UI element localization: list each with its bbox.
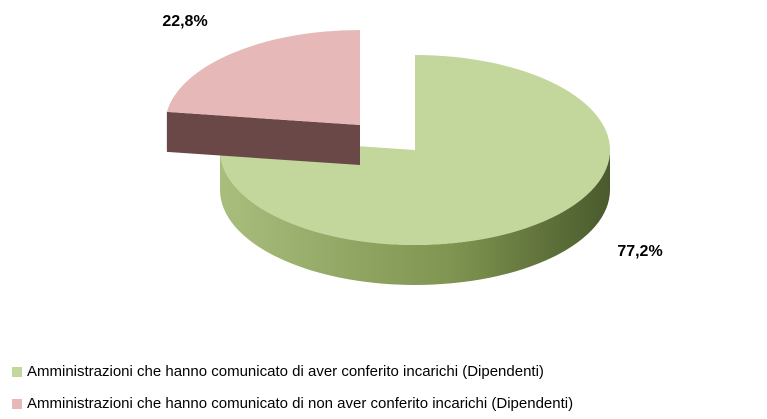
slice [166, 30, 360, 125]
slice-side [220, 150, 610, 285]
legend-label: Amministrazioni che hanno comunicato di … [27, 395, 573, 412]
legend-swatch [12, 367, 22, 377]
data-label: 77,2% [617, 243, 662, 260]
slice-face [166, 111, 360, 165]
legend-label: Amministrazioni che hanno comunicato di … [27, 363, 544, 380]
legend-swatch [12, 399, 22, 409]
slice [220, 55, 611, 245]
data-label: 22,8% [162, 13, 207, 30]
